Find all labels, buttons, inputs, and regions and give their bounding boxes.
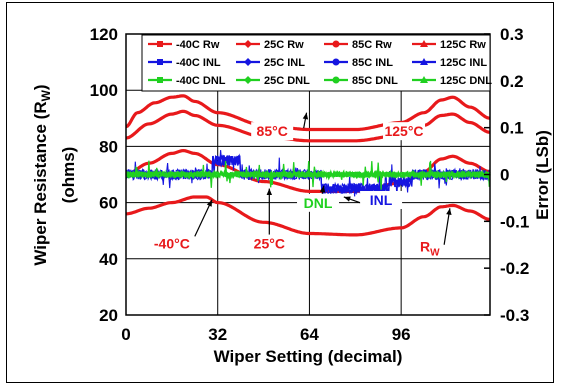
y-tick-label-right: -0.3 (500, 306, 529, 325)
annotation-arrow (194, 199, 213, 237)
legend-marker-circle (332, 58, 340, 66)
legend-marker-diamond (244, 40, 252, 48)
rw-curve-125C (125, 94, 491, 132)
legend-marker-square (157, 59, 163, 65)
annotations: 85°C 125°C -40°C 25°C DNL INL RW (150, 112, 452, 258)
legend-label: 25C Rw (264, 39, 304, 51)
legend-marker-triangle (420, 76, 428, 83)
legend-label: 85C DNL (352, 75, 398, 87)
legend-label: 125C INL (440, 57, 487, 69)
y-axis-label-right: Error (LSb) (533, 130, 552, 220)
y-tick-label-right: 0.2 (500, 72, 524, 91)
legend-label: -40C Rw (176, 39, 220, 51)
legend-label: -40C DNL (176, 75, 226, 87)
legend-marker-square (157, 77, 163, 83)
annotation-label: -40°C (154, 236, 190, 252)
annotation-label: DNL (304, 195, 333, 211)
legend: -40C Rw 25C Rw 85C Rw 125C Rw -40C INL 25C IN… (141, 34, 492, 92)
legend-label: 25C DNL (264, 75, 310, 87)
y-tick-label-right: 0.1 (500, 119, 524, 138)
annotation-label: 25°C (254, 236, 285, 252)
y-tick-label-right: 0 (500, 166, 509, 185)
legend-marker-circle (332, 76, 340, 84)
annotation-arrowhead (343, 196, 351, 202)
legend-label: 25C INL (264, 57, 305, 69)
annotation-bg (297, 193, 340, 212)
rw-curve-85C (125, 109, 491, 143)
legend-marker-triangle (420, 40, 428, 47)
annotation-bg (360, 191, 403, 210)
y-axis-label-left-units: (ohms) (59, 147, 78, 204)
legend-marker-diamond (244, 58, 252, 66)
y-axis-label-left: Wiper Resistance (RW) (31, 84, 53, 265)
y-tick-label-left: 40 (99, 250, 118, 269)
x-tick-label: 0 (121, 325, 130, 344)
y-tick-label-left: 120 (90, 25, 118, 44)
legend-label: 85C INL (352, 57, 393, 69)
annotation-arrowhead (319, 185, 326, 193)
annotation-arrowhead (302, 112, 309, 120)
annotation-label: INL (370, 192, 393, 208)
legend-label: 125C DNL (440, 75, 492, 87)
ticks: 20 40 60 80 100 120 0 32 64 96 -0.3 -0.2 -0.1 0 0.1 0.2… (90, 25, 530, 344)
annotation-label: 125°C (384, 123, 423, 139)
y-tick-label-right: 0.3 (500, 25, 524, 44)
annotation-bg (383, 122, 426, 141)
y-tick-label-right: -0.2 (500, 259, 529, 278)
legend-marker-diamond (244, 76, 252, 84)
annotation-bg (150, 234, 193, 253)
annotation-bg (408, 237, 433, 256)
y-tick-label-left: 20 (99, 306, 118, 325)
annotation-bg (251, 122, 294, 141)
y-tick-label-left: 60 (99, 194, 118, 213)
x-tick-label: 32 (208, 325, 227, 344)
y-tick-label-left: 80 (99, 137, 118, 156)
y-tick-label-left: 100 (90, 81, 118, 100)
x-tick-label: 64 (300, 325, 319, 344)
annotation-arrowhead (266, 188, 273, 195)
annotation-arrowhead (446, 208, 452, 216)
annotation-bg (248, 234, 291, 253)
y-tick-label-right: -0.1 (500, 212, 529, 231)
x-tick-label: 96 (392, 325, 411, 344)
legend-marker-square (157, 41, 163, 47)
annotation-arrowhead (206, 199, 212, 207)
legend-label: 85C Rw (352, 39, 392, 51)
annotation-label: RW (420, 238, 440, 258)
legend-label: 125C Rw (440, 39, 486, 51)
x-axis-label: Wiper Setting (decimal) (214, 347, 403, 366)
rw-curve--40C (125, 195, 491, 237)
dnl-trace (125, 160, 491, 187)
legend-marker-triangle (420, 58, 428, 65)
curves (125, 94, 491, 237)
legend-label: -40C INL (176, 57, 221, 69)
annotation-label: 85°C (257, 123, 288, 139)
legend-marker-circle (332, 40, 340, 48)
